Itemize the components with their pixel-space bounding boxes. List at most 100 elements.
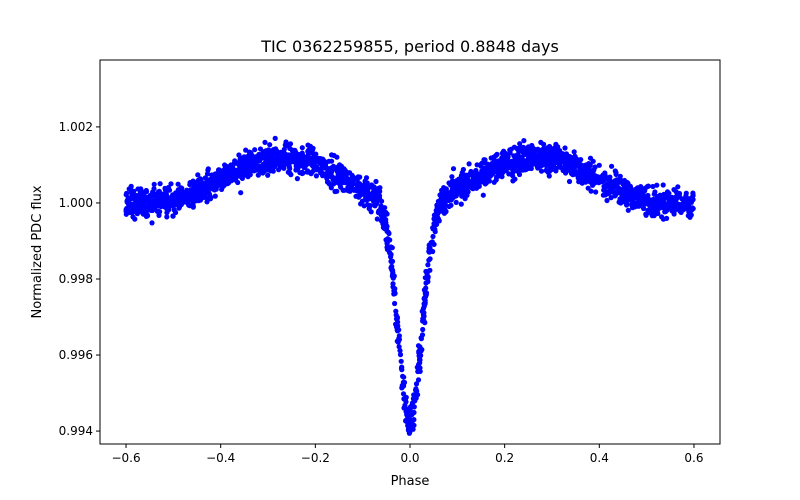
data-point <box>622 186 628 192</box>
data-point <box>278 152 284 158</box>
y-axis: 0.994 0.996 0.998 1.000 1.002 <box>59 120 100 438</box>
data-point <box>396 333 402 339</box>
data-point <box>239 175 245 181</box>
data-point <box>220 183 227 189</box>
data-point <box>644 183 651 190</box>
data-point <box>243 154 249 160</box>
data-point <box>212 193 218 199</box>
data-point <box>262 139 268 145</box>
data-point <box>606 190 612 196</box>
data-point <box>448 202 454 208</box>
data-point <box>434 204 440 210</box>
data-point <box>176 191 182 197</box>
data-point <box>411 409 417 416</box>
data-point <box>655 207 661 213</box>
data-point <box>663 208 669 215</box>
data-point <box>459 192 465 198</box>
data-point <box>666 204 673 210</box>
data-point <box>649 197 655 204</box>
x-tick-label: 0.2 <box>495 451 514 465</box>
data-point <box>624 202 630 208</box>
data-point <box>515 152 521 158</box>
data-point <box>422 295 428 301</box>
data-point <box>611 185 617 191</box>
data-point <box>474 162 480 168</box>
plot-frame <box>99 59 721 445</box>
data-point <box>572 163 578 170</box>
data-point <box>602 170 608 176</box>
data-point <box>555 144 561 150</box>
data-point <box>674 204 680 210</box>
data-point <box>511 153 517 159</box>
data-point <box>671 209 677 215</box>
data-point <box>596 162 602 168</box>
data-point <box>566 178 573 185</box>
data-point <box>151 181 157 187</box>
data-point <box>546 143 553 150</box>
data-point <box>604 181 610 187</box>
data-point <box>500 162 506 168</box>
data-point <box>541 148 548 154</box>
data-point <box>604 197 610 204</box>
data-point <box>413 381 420 387</box>
data-point <box>298 155 304 161</box>
data-point <box>356 194 362 200</box>
data-point <box>384 211 390 217</box>
data-point <box>299 145 305 151</box>
data-point <box>274 149 280 155</box>
data-point <box>376 192 382 198</box>
data-point <box>167 202 173 208</box>
data-point <box>137 187 143 193</box>
data-point <box>400 391 407 397</box>
data-point <box>388 258 394 264</box>
data-point <box>163 187 169 194</box>
data-point <box>509 166 515 172</box>
x-tick-label: −0.2 <box>301 451 330 465</box>
data-point <box>313 173 319 179</box>
data-point <box>196 185 202 192</box>
x-tick-label: −0.6 <box>111 451 140 465</box>
data-point <box>248 158 254 164</box>
data-point <box>283 139 289 145</box>
data-point <box>235 179 241 186</box>
chart-title: TIC 0362259855, period 0.8848 days <box>260 37 559 56</box>
data-point <box>689 207 695 213</box>
y-tick-label: 1.002 <box>59 120 93 134</box>
data-point <box>543 154 549 160</box>
data-point <box>528 162 534 168</box>
data-point <box>602 192 609 198</box>
y-tick-label: 1.000 <box>59 196 93 210</box>
data-point <box>643 212 649 218</box>
data-point <box>197 197 203 203</box>
data-point <box>185 196 191 202</box>
data-point <box>612 168 618 174</box>
data-point <box>616 189 623 195</box>
data-point <box>155 203 161 209</box>
data-point <box>576 174 582 181</box>
data-point <box>342 179 349 185</box>
data-point <box>236 152 242 158</box>
data-point <box>310 163 316 169</box>
data-point <box>363 197 370 203</box>
data-point <box>378 204 384 210</box>
data-point <box>415 377 422 383</box>
data-point <box>348 178 354 184</box>
data-point <box>287 166 293 172</box>
data-point <box>601 187 607 193</box>
data-point <box>231 161 237 167</box>
data-point <box>419 347 425 353</box>
data-point <box>372 198 378 204</box>
data-point <box>288 153 294 159</box>
data-point <box>207 184 213 190</box>
data-point <box>188 187 194 193</box>
data-point <box>688 199 694 205</box>
data-point <box>272 163 278 169</box>
data-point <box>283 159 289 165</box>
data-point <box>609 163 615 169</box>
data-point <box>185 201 191 207</box>
data-point <box>617 173 623 179</box>
data-point <box>459 170 465 176</box>
data-point <box>560 151 566 157</box>
data-point <box>507 147 513 153</box>
data-point <box>588 188 594 194</box>
